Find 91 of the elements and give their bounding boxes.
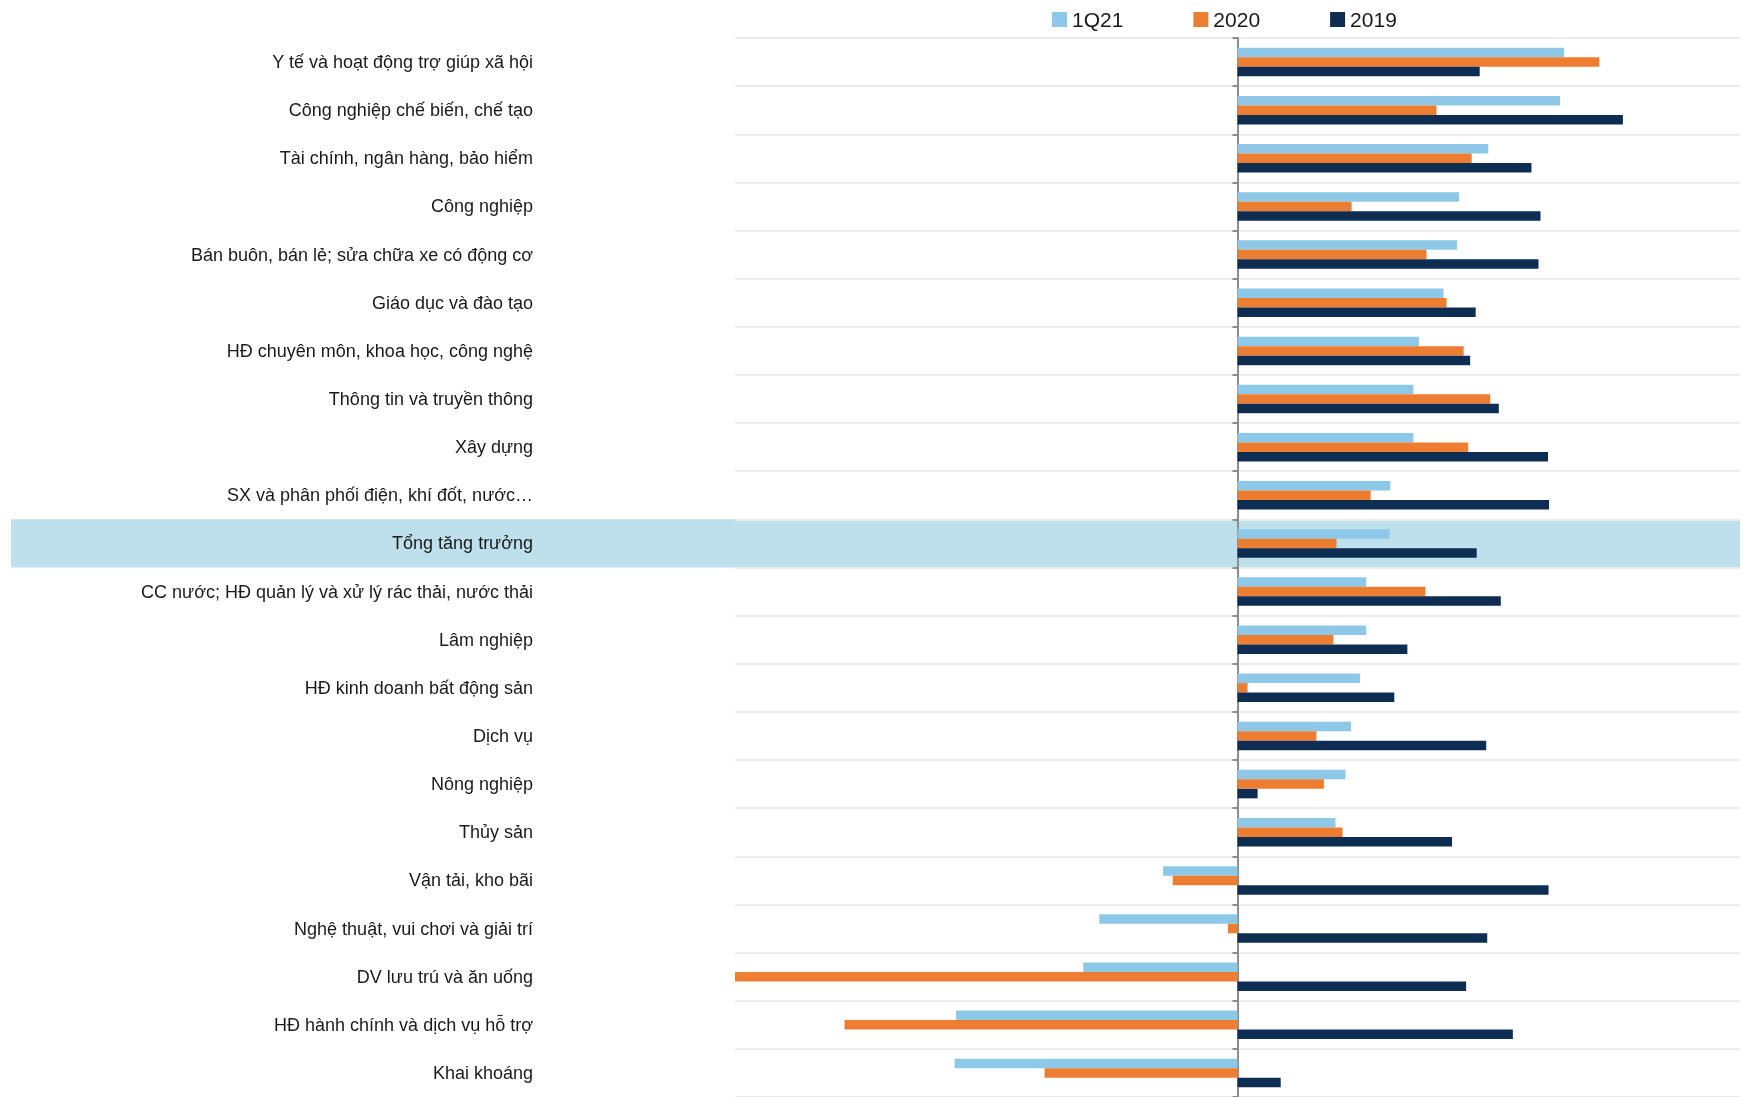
bar (1237, 481, 1391, 491)
bar (1237, 769, 1346, 780)
bar (1237, 981, 1467, 991)
y-tick-label: CC nước; HĐ quản lý và xử lý rác thải, nước thải (141, 581, 533, 602)
bar (1237, 788, 1258, 799)
bar (1237, 403, 1499, 414)
bar (1237, 57, 1600, 67)
y-tick-label: Khai khoáng (432, 1062, 533, 1083)
y-tick-label: Giáo dục và đào tạo (371, 292, 533, 313)
legend-label: 2019 (1350, 8, 1397, 31)
bar (1237, 1029, 1513, 1040)
bar (1083, 962, 1238, 972)
bar (1237, 740, 1487, 751)
bar (1237, 105, 1437, 115)
y-tick-label: SX và phân phối điện, khí đốt, nước… (226, 485, 533, 506)
bar (1237, 163, 1532, 173)
y-tick-label: HĐ kinh doanh bất động sản (304, 677, 533, 698)
bar (1237, 731, 1317, 741)
y-tick-label: Bán buôn, bán lẻ; sửa chữa xe có động cơ (190, 244, 534, 265)
bar (1044, 1068, 1238, 1078)
bar (1227, 923, 1238, 934)
bar (1237, 673, 1361, 684)
bar (956, 1010, 1238, 1021)
legend-label: 1Q21 (1072, 8, 1124, 31)
bar (1237, 596, 1501, 606)
bar (1237, 307, 1476, 317)
bar (1237, 66, 1480, 77)
bar (1237, 240, 1458, 250)
y-tick-label: Y tế và hoạt động trợ giúp xã hội (272, 52, 533, 73)
bar (1237, 346, 1464, 356)
y-tick-label: Thông tin và truyền thông (328, 389, 533, 410)
bar (1237, 47, 1565, 58)
bar (1237, 432, 1414, 443)
bar (1237, 490, 1371, 501)
bar (1237, 298, 1447, 308)
bar (1237, 779, 1324, 789)
bar (1237, 249, 1427, 260)
bar (1237, 837, 1453, 847)
bar (1237, 625, 1367, 635)
bar (1237, 394, 1491, 404)
bar (1237, 683, 1248, 693)
legend-label: 2020 (1213, 8, 1261, 31)
y-tick-label: Tài chính, ngân hàng, bảo hiểm (279, 148, 533, 169)
bar (1172, 875, 1238, 886)
y-tick-label: Dịch vụ (472, 725, 533, 746)
bar (1237, 500, 1550, 510)
y-tick-label: Công nghiệp (430, 196, 533, 217)
bar (1237, 336, 1419, 347)
bar (1237, 885, 1549, 895)
bar (1237, 1077, 1281, 1088)
bar (1237, 644, 1408, 654)
bar (1237, 529, 1390, 539)
bar (1237, 586, 1426, 597)
y-tick-label: Xây dựng (454, 437, 533, 458)
bar (1237, 451, 1549, 462)
bar (1237, 201, 1352, 212)
y-tick-label: DV lưu trú và ăn uống (356, 966, 533, 987)
bar (735, 971, 1238, 982)
bar (1237, 288, 1444, 298)
bar (1237, 95, 1561, 106)
bar (1237, 721, 1352, 732)
bar (1237, 634, 1334, 645)
bar (1237, 259, 1539, 269)
y-tick-label: HĐ hành chính và dịch vụ hỗ trợ (274, 1013, 534, 1035)
bar (1237, 192, 1460, 202)
bar (1237, 153, 1472, 164)
y-tick-label: Tổng tăng trưởng (392, 533, 533, 554)
y-tick-label: Công nghiệp chế biến, chế tạo (288, 100, 533, 121)
y-tick-label: HĐ chuyên môn, khoa học, công nghệ (226, 340, 533, 361)
bar (1237, 577, 1367, 587)
bar (1237, 355, 1471, 366)
bar (1237, 538, 1337, 549)
bar (1237, 384, 1414, 395)
y-tick-label: Thủy sản (458, 822, 533, 843)
bar (1237, 827, 1343, 837)
y-tick-label: Vận tải, kho bãi (408, 870, 533, 891)
bar (1237, 114, 1623, 125)
y-tick-label: Nghệ thuật, vui chơi và giải trí (294, 918, 533, 939)
bar (1237, 144, 1489, 154)
bar (1099, 914, 1238, 924)
bar (1237, 818, 1336, 828)
bar (1237, 442, 1469, 452)
bar (1237, 933, 1488, 943)
bar (954, 1058, 1238, 1069)
bar (1237, 692, 1395, 703)
bar (844, 1020, 1238, 1030)
bar (1237, 211, 1541, 221)
bar (1163, 866, 1238, 876)
bar (1237, 548, 1477, 558)
y-tick-label: Nông nghiệp (430, 774, 533, 795)
y-tick-label: Lâm nghiệp (438, 629, 533, 650)
